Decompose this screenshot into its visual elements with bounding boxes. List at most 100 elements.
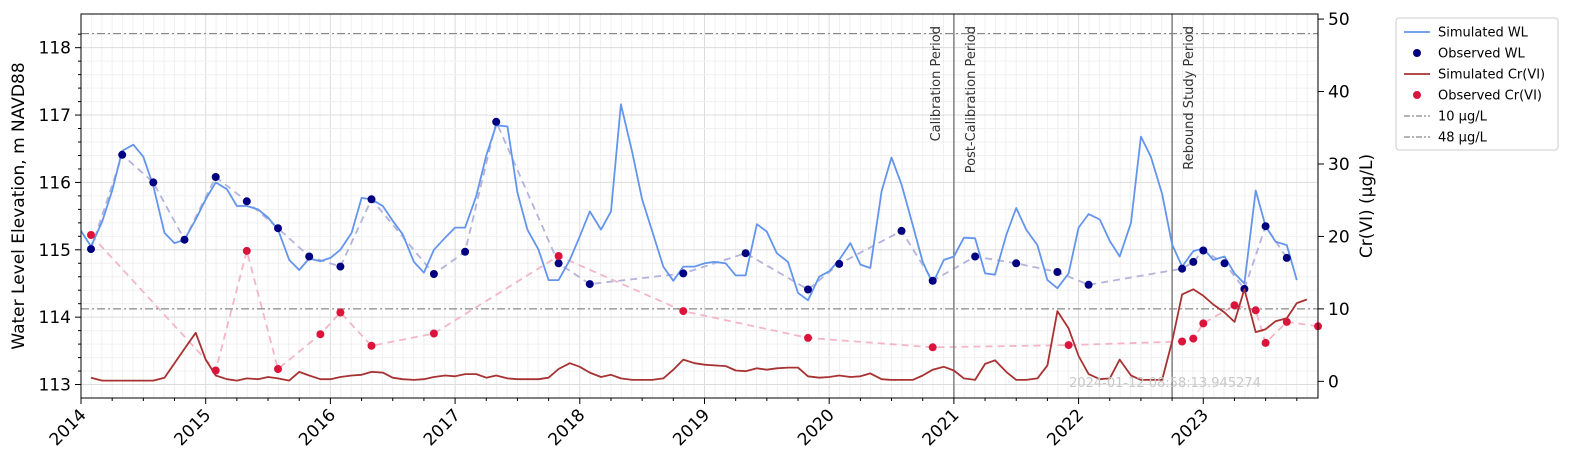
series-line-0 (80, 103, 1298, 302)
legend-swatch (1413, 49, 1421, 57)
series-3-point-1 (211, 366, 220, 375)
series-1-point-15 (679, 269, 688, 278)
series-1-point-2 (149, 178, 158, 187)
x-tick-label: 2020 (794, 405, 839, 450)
series-1-point-27 (1199, 246, 1208, 255)
series-1-point-18 (835, 259, 844, 268)
series-3-point-5 (336, 308, 345, 317)
left-y-tick-label: 117 (39, 106, 71, 126)
series-3-point-18 (1261, 338, 1270, 347)
legend-label: 48 µg/L (1438, 131, 1488, 146)
series-3-point-6 (367, 341, 376, 350)
right-y-tick-label: 10 (1328, 300, 1350, 320)
series-1-point-8 (336, 262, 345, 271)
series-1-point-7 (305, 252, 314, 261)
series-1-point-14 (585, 280, 594, 289)
period-lines: Calibration Period Post-Calibration Perio… (929, 14, 1197, 398)
series-1-point-10 (429, 270, 438, 278)
series-1-point-31 (1282, 253, 1291, 262)
period-label-0: Calibration Period (929, 26, 944, 141)
series-3-point-16 (1230, 301, 1239, 310)
series-3-point-0 (87, 231, 95, 239)
series-1-point-6 (274, 224, 282, 233)
series-1-point-28 (1220, 259, 1229, 268)
timestamp-watermark: 2024-01-12 08:58:13.945274 (1069, 376, 1261, 391)
x-tick-label: 2015 (170, 405, 215, 450)
series-1-point-26 (1189, 257, 1198, 266)
legend: Simulated WL Observed WL Simulated Cr(VI) O… (1395, 17, 1559, 151)
series-3-point-15 (1199, 319, 1208, 328)
left-y-axis-ticks: 113 114 115 116 117 118 (39, 33, 81, 396)
legend-label: Observed WL (1438, 47, 1526, 62)
series-1-point-4 (211, 173, 220, 181)
series-1-point-23 (1053, 268, 1062, 276)
legend-box (1395, 17, 1559, 151)
series-1-point-1 (118, 150, 127, 159)
left-y-tick-label: 114 (39, 308, 71, 328)
period-label-1: Post-Calibration Period (964, 26, 979, 173)
series-3-point-7 (429, 329, 438, 338)
series-3-point-2 (242, 246, 251, 255)
series-1-point-25 (1178, 264, 1187, 273)
right-y-axis-label: Cr(VI) (µg/L) (1357, 154, 1377, 258)
series (80, 103, 1322, 382)
series-3-point-12 (1064, 341, 1073, 350)
observation-connector-0 (90, 118, 1288, 291)
series-1-point-12 (492, 117, 501, 126)
left-y-tick-label: 116 (39, 173, 71, 193)
left-y-tick-label: 113 (39, 376, 71, 396)
x-tick-label: 2022 (1043, 405, 1088, 450)
series-1-point-9 (367, 195, 376, 204)
left-y-axis-label: Water Level Elevation, m NAVD88 (9, 62, 29, 349)
series-line-2 (90, 288, 1308, 382)
x-tick-label: 2018 (545, 405, 590, 450)
x-axis-ticks: 2014 2015 2016 2017 2018 2019 2020 2021 2022 2023 (46, 398, 1298, 450)
right-y-tick-label: 0 (1328, 372, 1339, 392)
right-y-tick-label: 30 (1328, 155, 1350, 175)
left-y-tick-label: 115 (39, 241, 71, 261)
series-1-point-3 (180, 235, 189, 244)
legend-label: Simulated WL (1438, 26, 1529, 41)
legend-label: Simulated Cr(VI) (1438, 68, 1545, 83)
series-3-point-19 (1282, 317, 1291, 326)
x-tick-label: 2016 (295, 405, 340, 450)
series-1-point-13 (554, 259, 563, 268)
series-1-point-24 (1084, 280, 1093, 289)
x-tick-label: 2023 (1168, 405, 1213, 450)
x-tick-label: 2014 (46, 405, 91, 450)
legend-label: 10 µg/L (1438, 110, 1488, 125)
left-y-tick-label: 118 (39, 39, 71, 59)
series-3-point-9 (679, 307, 688, 316)
series-3-point-11 (928, 343, 937, 352)
x-tick-label: 2017 (420, 405, 465, 450)
series-1-point-0 (87, 245, 95, 254)
series-1-point-5 (242, 197, 251, 206)
series-3-point-4 (316, 330, 325, 339)
right-y-tick-label: 50 (1328, 10, 1350, 30)
x-tick-label: 2019 (669, 405, 714, 450)
right-y-axis-ticks: 0 10 20 30 40 50 (1318, 10, 1350, 392)
series-1-point-22 (1012, 259, 1021, 268)
right-y-tick-label: 40 (1328, 83, 1350, 103)
series-1-point-11 (461, 247, 470, 256)
series-1-point-19 (897, 226, 906, 235)
period-label-2: Rebound Study Period (1182, 26, 1197, 170)
series-3-point-17 (1251, 306, 1260, 315)
legend-label: Observed Cr(VI) (1438, 89, 1542, 104)
threshold-lines (81, 32, 1318, 310)
right-y-tick-label: 20 (1328, 227, 1350, 247)
legend-swatch (1413, 91, 1421, 99)
series-3-point-10 (804, 333, 812, 342)
series-3-point-3 (274, 365, 282, 373)
x-tick-label: 2021 (919, 405, 964, 450)
series-1-point-16 (741, 249, 750, 258)
series-1-point-30 (1261, 222, 1270, 231)
series-1-point-21 (971, 252, 980, 261)
series-3-point-14 (1189, 334, 1198, 343)
series-1-point-20 (928, 276, 937, 285)
series-1-point-17 (804, 285, 812, 294)
series-3-point-13 (1178, 337, 1187, 346)
plot-frame (80, 13, 1319, 399)
series-3-point-8 (554, 252, 563, 260)
